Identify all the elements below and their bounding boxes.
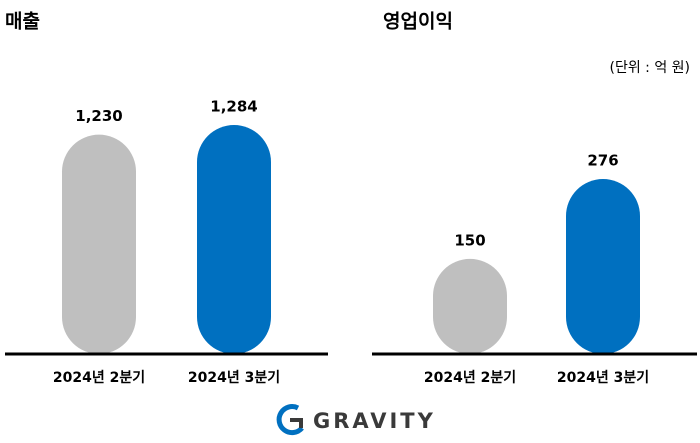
unit-note: (단위 : 억 원) (609, 60, 690, 76)
logo-icon (276, 404, 304, 436)
bar (566, 179, 640, 354)
value-label: 276 (587, 152, 618, 170)
value-label: 1,230 (75, 107, 122, 125)
logo-arc (276, 404, 304, 436)
x-tick-label: 2024년 2분기 (424, 370, 516, 386)
bar (433, 258, 507, 354)
chart-title: 영업이익 (383, 11, 453, 33)
bar (197, 125, 271, 354)
value-label: 1,284 (210, 98, 257, 116)
x-tick-label: 2024년 3분기 (188, 370, 280, 386)
x-tick-label: 2024년 3분기 (557, 370, 649, 386)
bar (62, 134, 136, 354)
logo-mark (290, 418, 303, 428)
x-tick-label: 2024년 2분기 (53, 370, 145, 386)
value-label: 150 (454, 231, 485, 249)
logo-text: GRAVITY (313, 409, 436, 433)
chart-title: 매출 (5, 11, 40, 33)
